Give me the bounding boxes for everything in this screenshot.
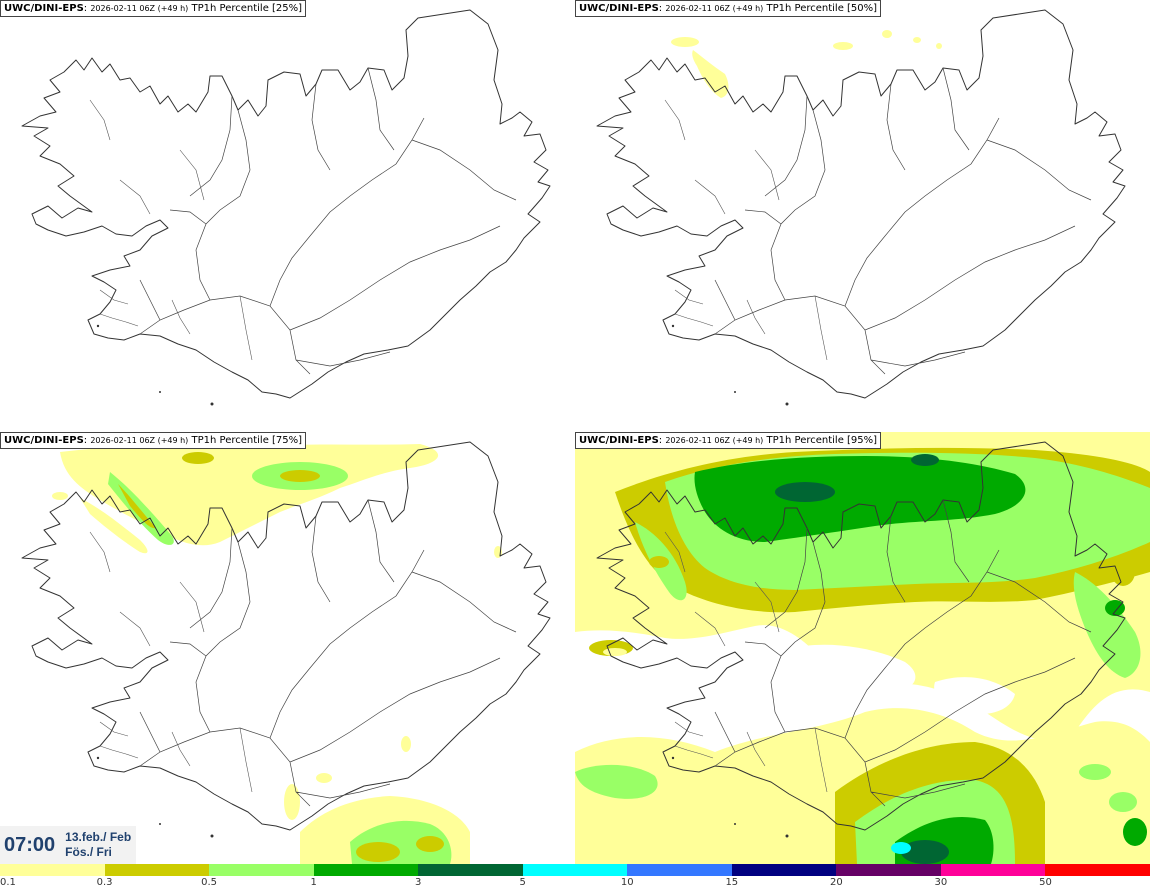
colorbar-swatch: [209, 864, 314, 876]
iceland-map-25: [21, 9, 551, 406]
colorbar-swatch: [1045, 864, 1150, 876]
colorbar-tick-label: 1: [310, 877, 317, 888]
colorbar-swatch: [731, 864, 837, 876]
precip-shading-95: [575, 432, 1150, 864]
valid-day-line: Fös./ Fri: [65, 845, 112, 859]
precip-shading-50: [671, 30, 942, 98]
run-time: 2026-02-11 06Z (+49 h): [90, 436, 189, 445]
colorbar-tick-label: 15: [725, 877, 739, 888]
map-panel-25: UWC/DINI-EPS: 2026-02-11 06Z (+49 h) TP1…: [0, 0, 575, 432]
model-name: UWC/DINI-EPS: [579, 435, 659, 446]
colorbar-tick-label: 3: [414, 877, 422, 888]
colorbar-tick-label: 10: [620, 877, 634, 888]
colorbar-tick-label: 30: [934, 877, 948, 888]
colorbar-swatch: [836, 864, 941, 876]
colorbar-swatch: [313, 864, 419, 876]
valid-time-clock: 07:00: [4, 833, 56, 856]
map-panel-95: UWC/DINI-EPS: 2026-02-11 06Z (+49 h) TP1…: [575, 432, 1150, 864]
colorbar-tick-label: 0.5: [201, 877, 218, 888]
colorbar-tick-label: 20: [829, 877, 843, 888]
field-name: TP1h Percentile [50%]: [766, 3, 878, 14]
colorbar-swatch: [104, 864, 210, 876]
colorbar-swatch: [418, 864, 523, 876]
field-name: TP1h Percentile [25%]: [191, 3, 303, 14]
colorbar-swatch: [940, 864, 1046, 876]
valid-date: 13.feb./ Feb Fös./ Fri: [65, 830, 131, 860]
iceland-map-50: [596, 9, 1126, 406]
colorbar-tick-label: 0.1: [0, 877, 16, 888]
panel-title-25: UWC/DINI-EPS: 2026-02-11 06Z (+49 h) TP1…: [0, 0, 307, 17]
valid-time-box: 07:00 13.feb./ Feb Fös./ Fri: [0, 826, 136, 864]
map-panel-75: UWC/DINI-EPS: 2026-02-11 06Z (+49 h) TP1…: [0, 432, 575, 864]
colorbar-swatch: [0, 864, 105, 876]
colorbar-ticks: 0.1 0.3 0.5 1 3 5 10 15 20 30 50: [0, 877, 1150, 891]
colorbar-tick-label: 0.3: [96, 877, 113, 888]
map-panel-50: UWC/DINI-EPS: 2026-02-11 06Z (+49 h) TP1…: [575, 0, 1150, 432]
run-time: 2026-02-11 06Z (+49 h): [665, 4, 764, 13]
panel-title-50: UWC/DINI-EPS: 2026-02-11 06Z (+49 h) TP1…: [575, 0, 882, 17]
colorbar-swatches: [0, 864, 1150, 876]
iceland-map-75: [21, 441, 551, 864]
precip-colorbar: 0.1 0.3 0.5 1 3 5 10 15 20 30 50: [0, 864, 1150, 891]
colorbar-tick-label: 5: [519, 877, 526, 888]
model-name: UWC/DINI-EPS: [579, 3, 659, 14]
run-time: 2026-02-11 06Z (+49 h): [665, 436, 764, 445]
valid-date-line: 13.feb./ Feb: [65, 830, 132, 844]
model-name: UWC/DINI-EPS: [4, 3, 84, 14]
precip-shading-75: [52, 444, 502, 864]
field-name: TP1h Percentile [95%]: [766, 435, 878, 446]
run-time: 2026-02-11 06Z (+49 h): [90, 4, 189, 13]
iceland-map-95: [575, 432, 1150, 864]
panel-title-75: UWC/DINI-EPS: 2026-02-11 06Z (+49 h) TP1…: [0, 432, 307, 449]
model-name: UWC/DINI-EPS: [4, 435, 84, 446]
panel-title-95: UWC/DINI-EPS: 2026-02-11 06Z (+49 h) TP1…: [575, 432, 882, 449]
colorbar-tick-label: 50: [1039, 877, 1052, 888]
field-name: TP1h Percentile [75%]: [191, 435, 303, 446]
colorbar-swatch: [627, 864, 732, 876]
colorbar-swatch: [522, 864, 628, 876]
